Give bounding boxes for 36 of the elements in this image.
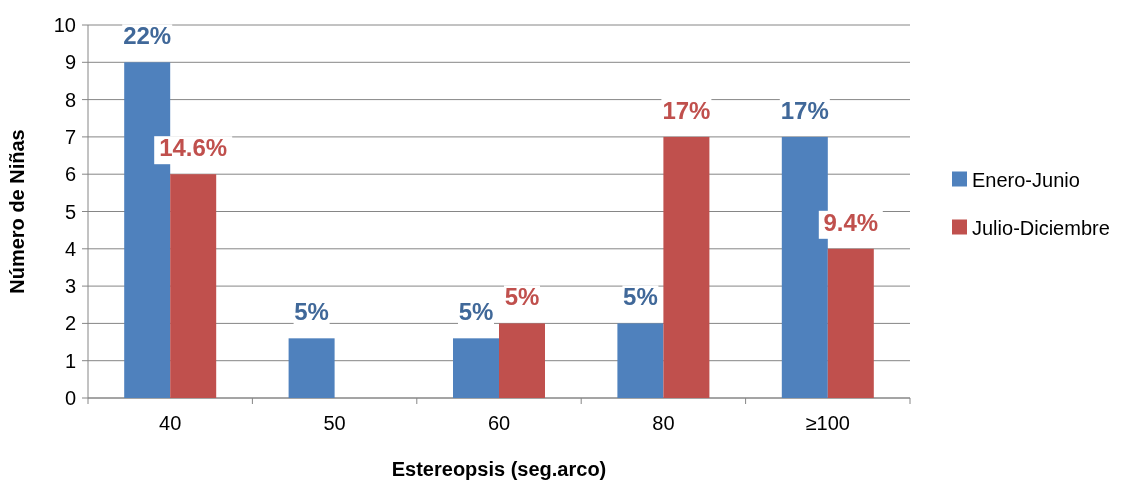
annotation: 5% — [623, 283, 658, 311]
y-axis-title: Número de Niñas — [6, 129, 28, 294]
legend-label: Enero-Junio — [972, 168, 1080, 191]
y-tick-label: 5 — [64, 200, 76, 223]
y-tick-label: 9 — [64, 51, 76, 74]
y-tick-label: 10 — [53, 14, 76, 36]
x-tick-label: 40 — [159, 412, 182, 434]
y-tick-label: 8 — [64, 88, 76, 111]
y-tick-label: 1 — [64, 349, 76, 372]
x-axis-title: Estereopsis (seg.arco) — [391, 458, 607, 480]
annotation: 14.6% — [159, 134, 228, 162]
y-tick-label: 3 — [64, 275, 76, 298]
annotation: 22% — [123, 22, 172, 50]
annotation: 5% — [458, 298, 494, 326]
y-tick-label: 4 — [64, 237, 76, 260]
bar — [663, 136, 710, 398]
bar — [617, 323, 664, 398]
y-tick-label: 2 — [64, 312, 76, 335]
y-tick-label: 7 — [64, 125, 76, 148]
x-tick-label: 50 — [323, 412, 346, 434]
y-tick-label: 6 — [64, 163, 76, 186]
annotation: 5% — [504, 283, 540, 311]
legend-label: Julio-Diciembre — [972, 216, 1110, 239]
bar — [827, 248, 874, 398]
x-tick-label: 80 — [652, 412, 675, 434]
bar — [288, 338, 335, 398]
annotation: 17% — [780, 96, 829, 124]
annotation: 9.4% — [823, 208, 879, 236]
y-tick-label: 0 — [64, 387, 76, 409]
x-tick-label: ≥100 — [805, 412, 850, 434]
annotation: 17% — [662, 96, 711, 124]
bar — [499, 323, 545, 398]
bar — [453, 338, 499, 398]
annotation: 5% — [294, 298, 329, 326]
x-tick-label: 60 — [487, 412, 511, 434]
bar — [170, 174, 217, 398]
